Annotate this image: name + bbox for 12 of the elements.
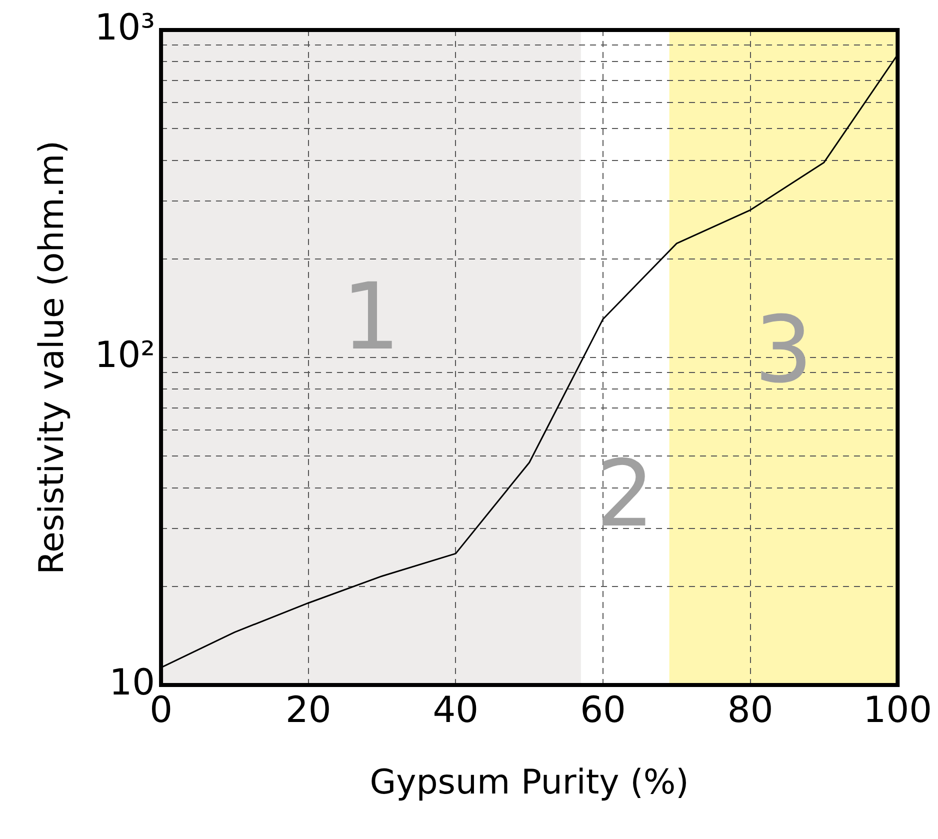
x-tick-label: 40 (432, 690, 479, 731)
y-tick-label: 10² (94, 334, 156, 376)
y-tick-label: 10³ (94, 7, 156, 48)
band-label: 1 (342, 264, 400, 371)
x-tick-label: 60 (580, 690, 626, 731)
y-axis-title: Resistivity value (ohm.m) (32, 140, 72, 575)
x-tick-label: 80 (727, 690, 774, 731)
annotation: 2 (596, 440, 654, 548)
x-tick-label: 100 (863, 690, 932, 731)
band-label: 3 (754, 296, 813, 404)
x-tick-label: 20 (285, 690, 332, 731)
x-axis-title: Gypsum Purity (%) (370, 762, 689, 802)
